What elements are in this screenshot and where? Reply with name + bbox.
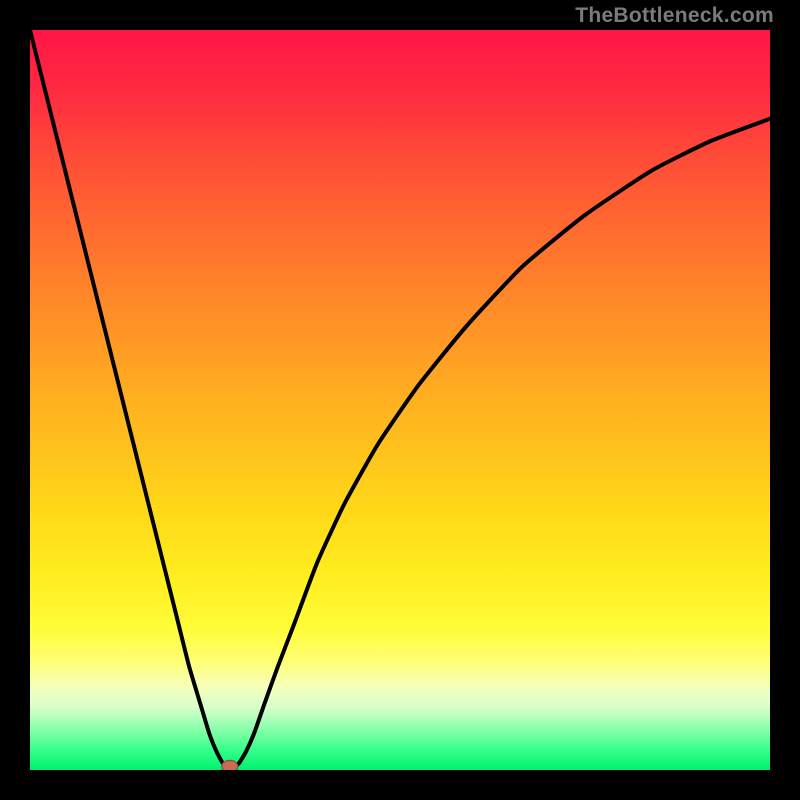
gradient-curve-chart: [30, 30, 770, 770]
chart-container: { "watermark_text": "TheBottleneck.com",…: [0, 0, 800, 800]
watermark-text: TheBottleneck.com: [575, 4, 774, 28]
minimum-marker: [222, 760, 238, 770]
gradient-background: [30, 30, 770, 770]
plot-area: [30, 30, 770, 770]
